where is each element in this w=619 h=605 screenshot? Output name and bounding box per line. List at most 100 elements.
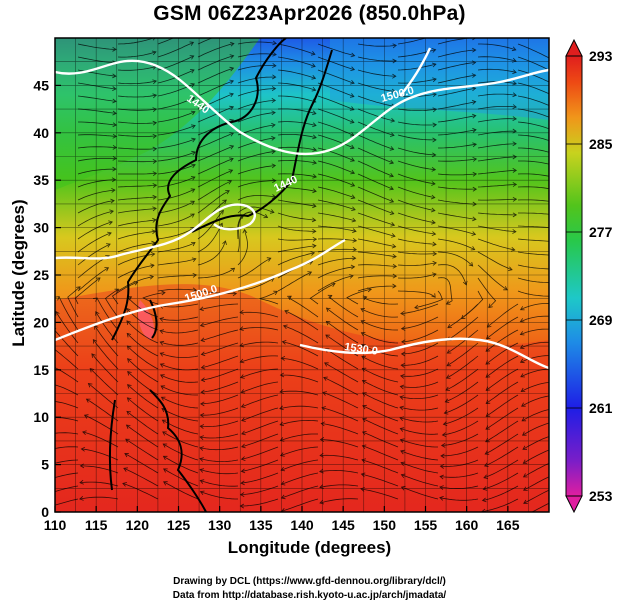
- streamline-arrow: [588, 71, 592, 75]
- streamline-arrow: [589, 174, 593, 178]
- colorbar-label: 253: [589, 488, 613, 504]
- streamline-arrow: [112, 86, 117, 91]
- streamline-arrow: [123, 467, 128, 472]
- streamline-arrow: [112, 155, 117, 161]
- streamline: [438, 143, 477, 149]
- streamline: [477, 184, 517, 188]
- streamline-arrow: [191, 124, 196, 129]
- streamline-arrow: [552, 187, 556, 191]
- streamline-arrow: [349, 93, 355, 98]
- streamline: [446, 355, 479, 379]
- streamline-arrow: [431, 219, 436, 225]
- streamline: [517, 121, 549, 130]
- streamline-arrow: [446, 362, 452, 367]
- streamline-arrow: [112, 133, 118, 139]
- streamline: [477, 277, 497, 308]
- streamline: [241, 446, 279, 460]
- streamline: [346, 288, 372, 305]
- streamline-arrow: [239, 492, 245, 497]
- streamline-arrow: [439, 474, 444, 480]
- streamline: [126, 411, 159, 435]
- streamline: [237, 195, 276, 201]
- x-tick-label: 140: [290, 517, 314, 533]
- streamline: [277, 43, 316, 55]
- streamline-arrow: [76, 286, 81, 291]
- streamline: [280, 374, 319, 383]
- streamline: [240, 355, 279, 363]
- streamline: [440, 446, 479, 457]
- streamline-arrow: [471, 60, 477, 66]
- streamline: [239, 341, 279, 347]
- streamline: [78, 121, 117, 126]
- streamline: [241, 394, 279, 408]
- streamline-arrow: [590, 210, 594, 214]
- streamline-arrow: [350, 264, 356, 270]
- x-tick-label: 125: [167, 517, 191, 533]
- colorbar-label: 269: [589, 312, 613, 328]
- streamline-arrow: [512, 69, 517, 74]
- streamline: [437, 225, 476, 235]
- streamline: [324, 362, 359, 383]
- streamline-arrow: [228, 169, 234, 174]
- streamline-arrow: [508, 266, 513, 271]
- streamline-arrow: [107, 231, 112, 237]
- x-tick-label: 165: [496, 517, 520, 533]
- streamline-arrow: [312, 188, 317, 194]
- streamline: [397, 38, 428, 45]
- streamline: [320, 454, 359, 461]
- streamline-arrow: [271, 163, 277, 169]
- streamline-arrow: [263, 213, 269, 219]
- streamline-arrow: [241, 443, 246, 449]
- streamline-arrow: [440, 453, 445, 459]
- streamline: [397, 108, 437, 111]
- streamline-arrow: [200, 377, 206, 383]
- streamline-arrow: [126, 397, 132, 402]
- streamline-arrow: [553, 200, 557, 204]
- y-tick-label: 15: [33, 362, 49, 378]
- streamline: [397, 78, 437, 84]
- streamline-arrow: [311, 75, 317, 80]
- streamline-arrow: [431, 48, 437, 53]
- streamline-arrow: [126, 410, 132, 416]
- streamline-arrow: [199, 424, 205, 429]
- streamline-arrow: [431, 293, 436, 298]
- streamline-arrow: [242, 228, 248, 234]
- streamline: [362, 445, 399, 461]
- streamline: [437, 186, 477, 190]
- streamline: [400, 428, 439, 435]
- streamline-arrow: [124, 453, 129, 458]
- streamline: [437, 101, 476, 110]
- streamline-arrow: [399, 405, 405, 411]
- streamline: [483, 472, 519, 490]
- streamline: [437, 277, 453, 305]
- streamline: [199, 469, 239, 475]
- map-title: GSM 06Z23Apr2026 (850.0hPa): [153, 2, 466, 25]
- streamline: [281, 357, 319, 370]
- streamline-arrow: [325, 307, 331, 312]
- streamline-arrow: [41, 493, 45, 497]
- streamline-arrow: [362, 392, 367, 397]
- streamline: [55, 432, 79, 435]
- streamline: [237, 211, 256, 240]
- streamline: [523, 476, 549, 491]
- streamline: [317, 173, 355, 187]
- streamline-arrow: [312, 203, 317, 209]
- streamline: [157, 164, 196, 175]
- streamline-arrow: [512, 182, 518, 187]
- streamline: [81, 448, 119, 461]
- streamline: [77, 82, 116, 90]
- streamline-arrow: [352, 237, 358, 243]
- streamline: [197, 67, 234, 84]
- streamline-arrow: [89, 367, 95, 373]
- streamline-arrow: [512, 141, 517, 147]
- streamline: [159, 316, 199, 321]
- streamline: [77, 43, 117, 50]
- streamline: [55, 446, 79, 449]
- streamline: [440, 472, 479, 478]
- streamline: [197, 240, 226, 266]
- streamline-arrow: [553, 281, 556, 285]
- streamline: [477, 156, 517, 162]
- streamline: [126, 320, 159, 344]
- streamline-arrow: [311, 63, 316, 68]
- streamline: [520, 302, 549, 311]
